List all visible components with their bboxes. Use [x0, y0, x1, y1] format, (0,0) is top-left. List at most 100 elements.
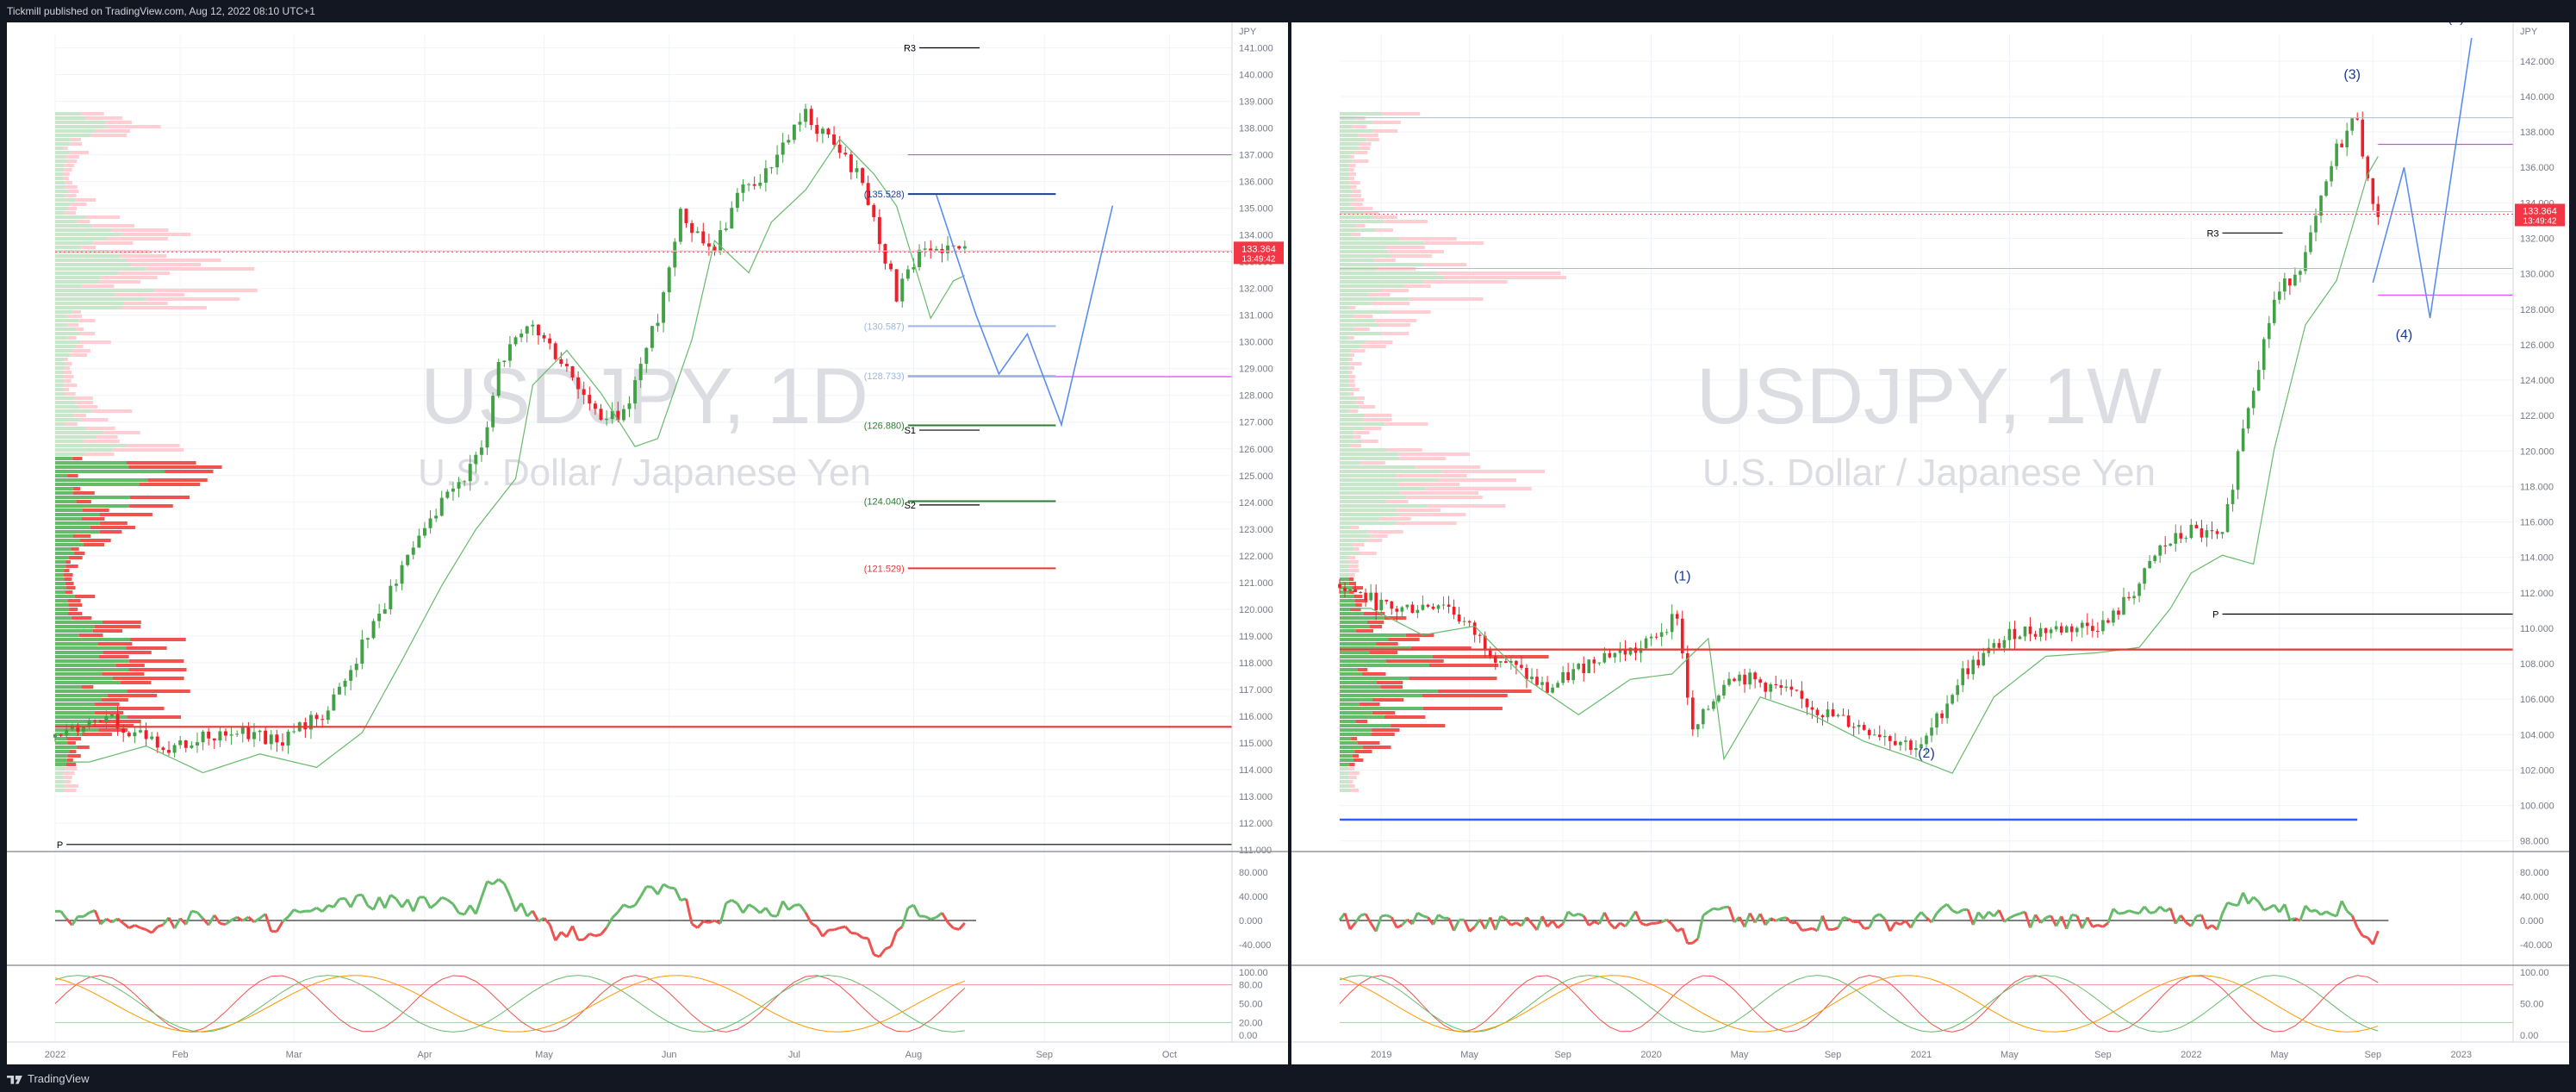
volume-profile-bar	[55, 332, 80, 335]
price-tick-label: 122.000	[2520, 411, 2554, 421]
osc-segment	[173, 917, 182, 929]
volume-profile-bar	[55, 164, 65, 167]
volume-profile-bar	[130, 638, 186, 641]
price-tick-label: 132.000	[2520, 234, 2554, 245]
candle-body	[747, 184, 751, 185]
price-tick-label: 132.000	[1239, 284, 1273, 295]
volume-profile	[1340, 112, 1567, 792]
volume-profile-bar	[1352, 190, 1361, 193]
candle-body	[1525, 667, 1528, 680]
volume-profile-bar	[1340, 539, 1367, 542]
osc-segment	[821, 929, 830, 938]
volume-profile-bar	[1340, 353, 1350, 357]
osc-segment	[856, 932, 863, 939]
volume-profile-bar	[65, 185, 78, 189]
price-tick-label: 114.000	[2520, 553, 2554, 564]
price-tick-label: 116.000	[1239, 712, 1272, 722]
time-tick-label: Apr	[417, 1050, 432, 1060]
candle-body	[2361, 119, 2365, 157]
candle-body	[326, 710, 330, 721]
candle-body	[678, 209, 682, 242]
osc-segment	[2190, 915, 2198, 927]
candle-body	[161, 747, 165, 751]
candle-body	[1374, 592, 1378, 611]
chart-panel-daily[interactable]: USDJPY, 1D U.S. Dollar / Japanese Yen R3 (1…	[7, 22, 1292, 1064]
volume-profile-bar	[1340, 746, 1363, 749]
candle-body	[223, 731, 227, 736]
price-tick-label: 120.000	[1239, 605, 1273, 615]
osc-segment	[543, 917, 551, 926]
osc-segment	[605, 917, 614, 929]
candle-body	[463, 481, 467, 483]
osc-segment	[2320, 910, 2327, 916]
volume-profile-bar	[1422, 694, 1508, 697]
candle-body	[98, 721, 103, 722]
volume-profile-bar	[1340, 246, 1386, 249]
osc-segment	[1857, 920, 1865, 930]
candle-body	[2091, 626, 2094, 632]
volume-profile-bar	[55, 297, 147, 301]
osc-segment	[742, 903, 750, 914]
osc-segment	[508, 895, 517, 912]
osc-segment	[1904, 920, 1913, 929]
volume-profile-bar	[1355, 629, 1374, 633]
osc-segment	[1743, 912, 1752, 928]
osc-segment	[377, 896, 387, 909]
candle-body	[1530, 677, 1534, 680]
volume-profile-bar	[1340, 590, 1349, 594]
stoch-tick-label: 50.00	[2520, 1000, 2544, 1010]
osc-segment	[458, 911, 465, 916]
volume-profile-bar	[1340, 526, 1351, 529]
volume-profile-bar	[1340, 560, 1349, 564]
daily-chart-svg[interactable]: USDJPY, 1D U.S. Dollar / Japanese Yen R3 (1…	[7, 22, 1292, 1064]
volume-profile-bar	[55, 340, 81, 344]
volume-profile-bar	[1340, 733, 1372, 736]
volume-profile-bar	[55, 336, 68, 340]
candle-body	[1515, 660, 1518, 665]
volume-profile-bar	[103, 431, 140, 434]
volume-profile-bar	[64, 366, 71, 370]
volume-profile-bar	[55, 392, 65, 396]
volume-profile-bar	[1375, 228, 1393, 232]
volume-profile-bar	[55, 625, 95, 628]
volume-profile-bar	[1376, 681, 1403, 684]
volume-profile-bar	[1360, 405, 1376, 409]
volume-profile-bar	[1359, 702, 1380, 706]
weekly-chart-svg[interactable]: USDJPY, 1W U.S. Dollar / Japanese Yen R3 P (…	[1291, 11, 2573, 1064]
osc-segment	[2003, 916, 2011, 923]
osc-segment	[815, 926, 824, 938]
volume-profile-bar	[1340, 276, 1444, 279]
osc-segment	[633, 895, 642, 907]
candle-body	[139, 730, 142, 733]
volume-profile-bar	[55, 646, 127, 650]
volume-profile-bar	[1340, 185, 1351, 189]
volume-profile-bar	[55, 448, 113, 452]
osc-segment	[1718, 906, 1725, 911]
candle-body	[2267, 322, 2271, 340]
volume-profile-bar	[1340, 172, 1349, 176]
osc-segment	[912, 904, 921, 917]
volume-profile-bar	[55, 758, 67, 762]
volume-profile-bar	[65, 582, 74, 585]
currency-label: JPY	[2520, 27, 2538, 37]
volume-profile-bar	[72, 349, 90, 353]
volume-profile-bar	[55, 435, 97, 439]
candle-body	[1338, 583, 1341, 589]
osc-segment	[1727, 906, 1736, 923]
volume-profile-bar	[1340, 405, 1360, 409]
osc-segment	[1510, 921, 1517, 927]
time-tick-label: Oct	[1162, 1050, 1177, 1060]
candle-body	[2143, 568, 2146, 584]
candle-body	[809, 109, 813, 126]
candle-body	[485, 427, 489, 448]
volume-profile-bar	[55, 483, 140, 486]
osc-segment	[2039, 916, 2047, 924]
candle-body	[2033, 633, 2038, 637]
osc-segment	[582, 933, 591, 941]
candle-body	[962, 246, 967, 249]
candle-body	[1867, 729, 1871, 736]
osc-segment	[1343, 913, 1352, 930]
candle-body	[2225, 503, 2230, 533]
chart-panel-weekly[interactable]: USDJPY, 1W U.S. Dollar / Japanese Yen R3 P (…	[1291, 11, 2573, 1064]
volume-profile-bar	[97, 642, 133, 646]
